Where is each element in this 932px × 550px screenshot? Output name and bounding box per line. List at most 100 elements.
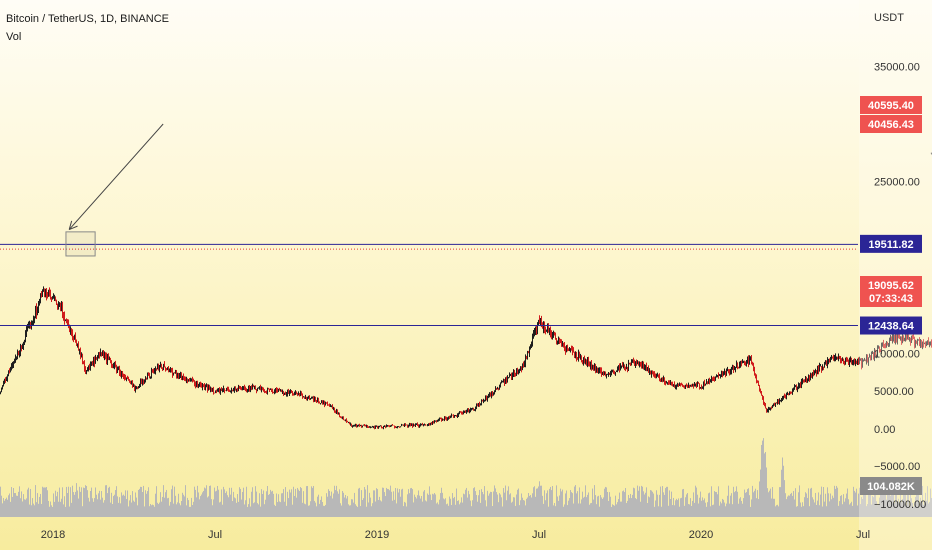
- volume-bar: [455, 504, 456, 517]
- volume-bar: [289, 489, 290, 517]
- volume-bar: [633, 487, 634, 517]
- volume-bar: [163, 485, 164, 517]
- volume-bar: [818, 492, 819, 517]
- volume-bar: [307, 485, 308, 517]
- volume-bar: [394, 499, 395, 517]
- volume-bar: [853, 486, 854, 517]
- volume-bar: [401, 489, 402, 517]
- volume-bar: [650, 490, 651, 517]
- volume-bar: [540, 485, 541, 517]
- volume-bar: [441, 487, 442, 517]
- volume-bar: [283, 489, 284, 517]
- volume-bar: [331, 491, 332, 517]
- volume-bar: [694, 502, 695, 517]
- volume-bar: [907, 492, 908, 517]
- volume-bar: [631, 498, 632, 517]
- volume-bar: [716, 492, 717, 517]
- volume-bar: [682, 489, 683, 517]
- volume-bar: [550, 486, 551, 517]
- volume-bar: [338, 493, 339, 517]
- volume-bar: [822, 506, 823, 517]
- volume-bar: [606, 487, 607, 517]
- volume-bar: [374, 490, 375, 517]
- volume-bar: [164, 497, 165, 517]
- volume-bar: [287, 491, 288, 517]
- volume-bar: [207, 497, 208, 517]
- volume-bar: [641, 485, 642, 517]
- volume-bar: [664, 494, 665, 517]
- volume-bar: [212, 505, 213, 517]
- volume-bar: [63, 504, 64, 517]
- volume-bar: [62, 487, 63, 517]
- volume-bar: [48, 500, 49, 517]
- volume-bar: [368, 502, 369, 517]
- price-tick-label: −10000.00: [874, 499, 926, 511]
- volume-bar: [271, 491, 272, 517]
- volume-bar: [810, 488, 811, 517]
- volume-bar: [308, 505, 309, 517]
- volume-bar: [601, 497, 602, 517]
- volume-bar: [120, 503, 121, 517]
- volume-bar: [661, 506, 662, 517]
- volume-bar: [449, 496, 450, 517]
- volume-bar: [663, 492, 664, 517]
- volume-bar: [170, 501, 171, 517]
- volume-bar: [681, 497, 682, 517]
- volume-bar: [3, 498, 4, 517]
- volume-bar: [238, 501, 239, 517]
- volume-bar: [66, 486, 67, 517]
- volume-bar: [914, 502, 915, 517]
- volume-bar: [808, 488, 809, 517]
- volume-bar: [302, 502, 303, 517]
- volume-bar: [425, 500, 426, 517]
- volume-bar: [316, 506, 317, 517]
- volume-bar: [484, 486, 485, 517]
- volume-bar: [519, 505, 520, 517]
- volume-bar: [699, 497, 700, 517]
- volume-bar: [798, 492, 799, 517]
- volume-bar: [313, 485, 314, 517]
- volume-bar: [463, 493, 464, 517]
- volume-bar: [867, 504, 868, 517]
- volume-bar: [593, 499, 594, 517]
- volume-bar: [619, 492, 620, 517]
- volume-bar: [275, 506, 276, 517]
- volume-bar: [4, 500, 5, 517]
- volume-bar: [747, 489, 748, 517]
- volume-bar: [174, 486, 175, 517]
- volume-bar: [549, 488, 550, 517]
- volume-bar: [501, 497, 502, 517]
- volume-bar: [926, 500, 927, 517]
- volume-bar: [319, 503, 320, 517]
- volume-bar: [857, 505, 858, 517]
- volume-bar: [135, 492, 136, 517]
- volume-bar: [629, 498, 630, 517]
- volume-bar: [524, 500, 525, 517]
- volume-bar: [515, 505, 516, 517]
- volume-bar: [752, 485, 753, 517]
- volume-bar: [136, 497, 137, 517]
- volume-bar: [24, 499, 25, 517]
- volume-bar: [546, 493, 547, 517]
- volume-bar: [831, 499, 832, 517]
- volume-bar: [144, 506, 145, 517]
- volume-bar: [13, 488, 14, 517]
- volume-bar: [301, 488, 302, 517]
- volume-bar: [261, 489, 262, 517]
- volume-bar: [494, 485, 495, 517]
- volume-bar: [569, 498, 570, 517]
- volume-bar: [188, 500, 189, 517]
- volume-bar: [647, 502, 648, 517]
- volume-bar: [465, 489, 466, 517]
- volume-bar: [905, 490, 906, 517]
- volume-bar: [190, 506, 191, 517]
- volume-bar: [784, 480, 785, 517]
- volume-bar: [801, 506, 802, 517]
- volume-bar: [763, 438, 764, 517]
- volume-bar: [730, 495, 731, 517]
- volume-bar: [781, 469, 782, 517]
- volume-bar: [602, 498, 603, 517]
- volume-bar: [723, 499, 724, 517]
- volume-bar: [71, 502, 72, 517]
